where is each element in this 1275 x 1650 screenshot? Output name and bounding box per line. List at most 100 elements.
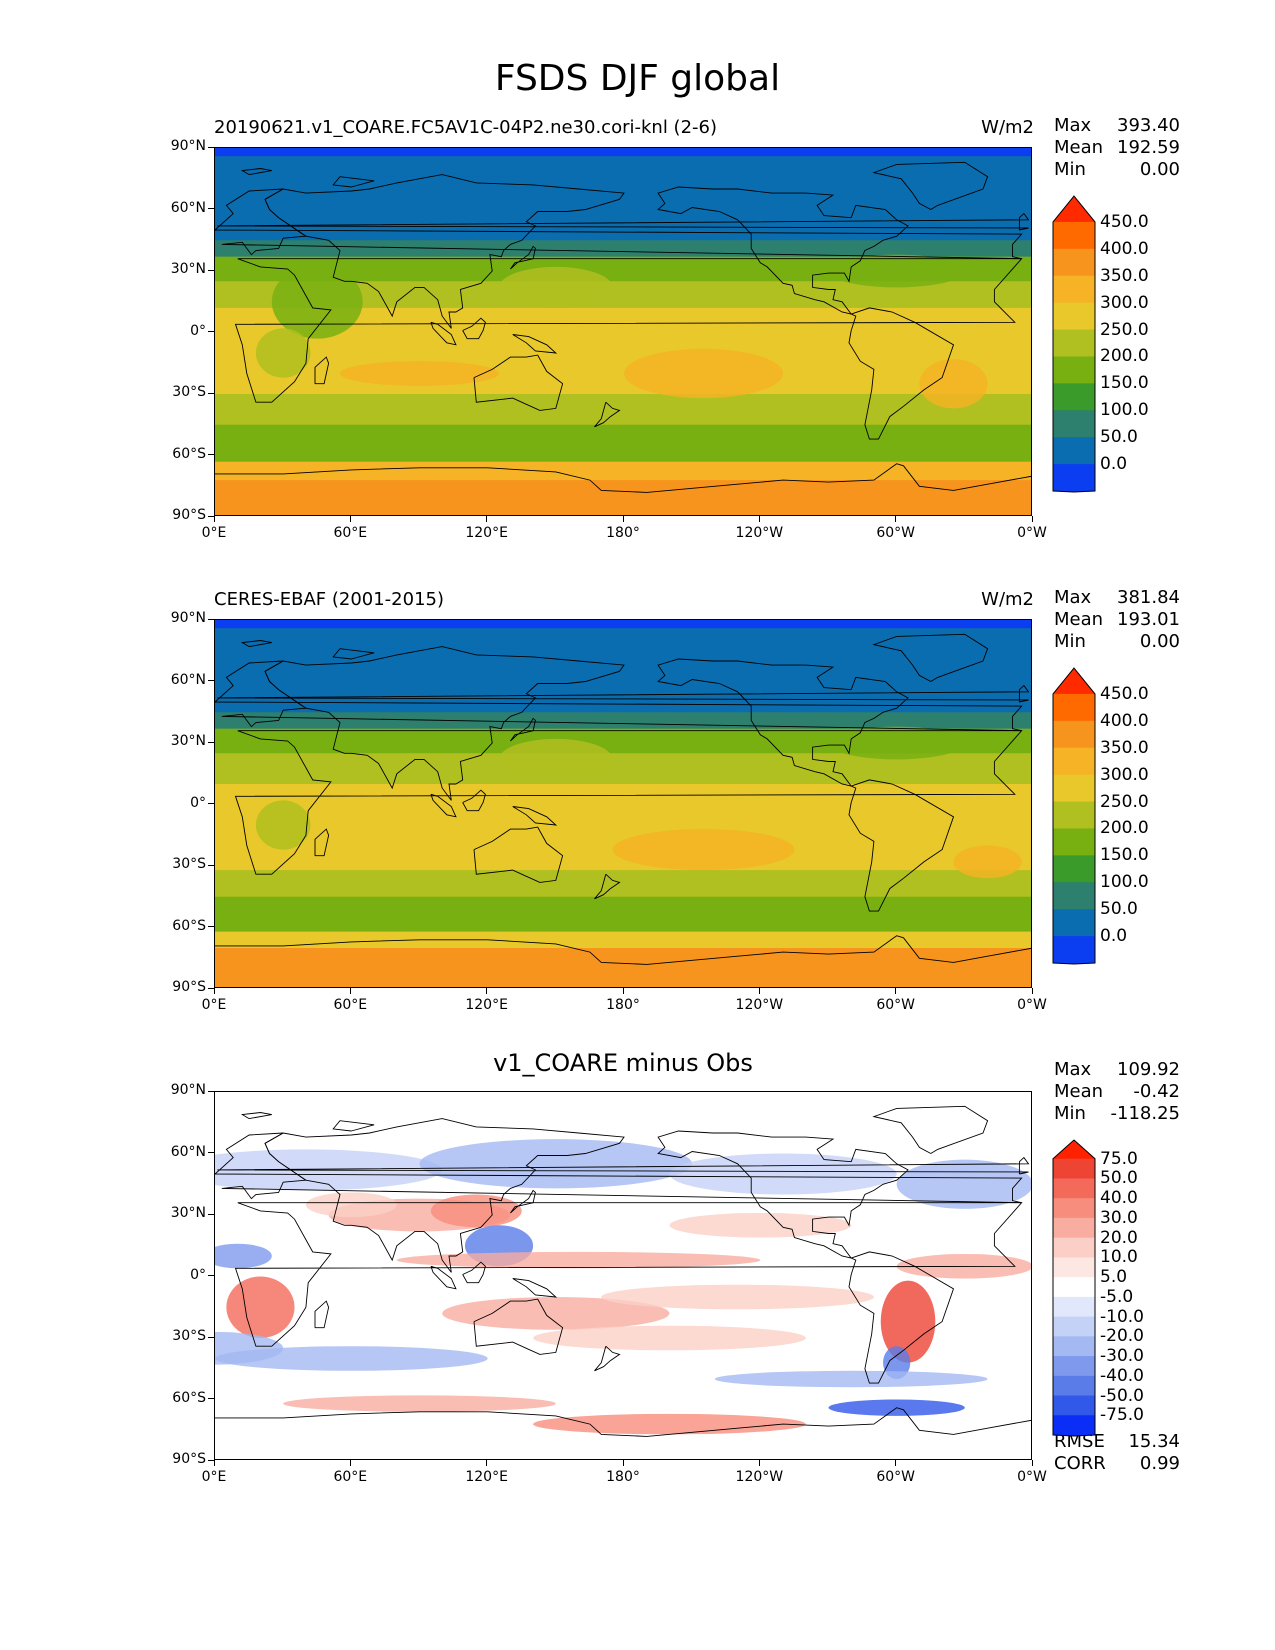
x-tick-mark — [213, 1460, 215, 1466]
y-tick-label: 30°S — [172, 856, 206, 872]
colorbar-cell — [1053, 248, 1095, 277]
coastlines — [215, 633, 1031, 965]
colorbar-cell — [1053, 828, 1095, 856]
y-tick-mark — [208, 1213, 214, 1215]
y-tick-label: 90°N — [170, 610, 206, 626]
colorbar-tick-label: 100.0 — [1100, 872, 1149, 893]
stat-value: 193.01 — [1117, 609, 1180, 630]
obs-panel: CERES-EBAF (2001-2015) W/m2 — [0, 589, 1275, 1009]
y-tick-label: 0° — [190, 1266, 206, 1283]
colorbar-cell — [1053, 1296, 1095, 1318]
x-tick-label: 0°E — [201, 525, 227, 541]
y-tick-label: 90°S — [172, 1451, 206, 1467]
x-tick-mark — [1031, 1460, 1033, 1466]
difference-contour-fill — [215, 1092, 1031, 1459]
colorbar-tick-label: -30.0 — [1100, 1346, 1144, 1367]
stat-value: -118.25 — [1110, 1103, 1180, 1124]
colorbar-tick-label: 450.0 — [1100, 683, 1149, 704]
y-tick-mark — [208, 1090, 214, 1092]
colorbar-tick-label: -75.0 — [1100, 1405, 1144, 1426]
colorbar-cell — [1053, 410, 1095, 438]
colorbar-cell — [1053, 1277, 1095, 1298]
x-tick-label: 180° — [606, 997, 640, 1013]
colorbar — [1052, 1139, 1096, 1437]
colorbar-tick-label: 400.0 — [1100, 710, 1149, 731]
colorbar-outline — [1052, 1139, 1096, 1437]
y-tick-mark — [208, 680, 214, 681]
stat-label: Max — [1054, 1059, 1092, 1080]
colorbar-cell — [1053, 302, 1095, 331]
colorbar-cell — [1053, 1415, 1095, 1436]
colorbar-tick-label: 0.0 — [1100, 454, 1128, 475]
stat-label: Min — [1054, 631, 1086, 652]
colorbar-tick-label: 50.0 — [1100, 899, 1138, 920]
x-tick-mark — [895, 516, 897, 522]
x-tick-label: 0°E — [201, 997, 227, 1013]
stat-row-mean: Mean 192.59 — [1054, 137, 1180, 159]
coastlines — [215, 1105, 1031, 1437]
y-tick-mark — [208, 987, 214, 989]
colorbar-cell — [1053, 1356, 1095, 1377]
stat-value: 0.99 — [1139, 1453, 1180, 1474]
x-tick-label: 120°W — [735, 525, 784, 541]
model-contour-fill — [215, 148, 1031, 515]
y-tick-mark — [208, 1459, 214, 1461]
stat-label: Mean — [1054, 137, 1104, 158]
colorbar-cell — [1053, 1198, 1095, 1219]
x-tick-label: 120°E — [465, 525, 508, 541]
colorbar-cell — [1053, 668, 1095, 695]
colorbar-cell — [1053, 221, 1095, 250]
y-tick-mark — [208, 926, 214, 927]
x-tick-mark — [1031, 516, 1033, 522]
x-tick-mark — [895, 1460, 897, 1466]
stat-label: Max — [1054, 115, 1092, 136]
x-tick-mark — [213, 988, 215, 994]
units-label: W/m2 — [981, 589, 1034, 610]
stat-row-mean: Mean -0.42 — [1054, 1081, 1180, 1103]
map-frame — [214, 1091, 1032, 1460]
panel-title: v1_COARE minus Obs — [493, 1049, 753, 1077]
stat-row-mean: Mean 193.01 — [1054, 609, 1180, 631]
map-frame — [214, 619, 1032, 988]
colorbar-tick-label: 250.0 — [1100, 319, 1149, 340]
colorbar — [1052, 195, 1096, 493]
y-tick-mark — [208, 1336, 214, 1338]
colorbar-tick-label: 200.0 — [1100, 346, 1149, 367]
x-tick-label: 60°E — [333, 1469, 368, 1485]
stat-value: 192.59 — [1117, 137, 1180, 158]
x-tick-label: 0°W — [1017, 997, 1047, 1013]
colorbar-tick-label: 350.0 — [1100, 265, 1149, 286]
colorbar-cell — [1053, 437, 1095, 465]
colorbar-cell — [1053, 1375, 1095, 1397]
colorbar-tick-label: 200.0 — [1100, 818, 1149, 839]
stat-row-rmse: RMSE 15.34 — [1054, 1431, 1180, 1453]
x-tick-mark — [758, 1460, 760, 1466]
x-tick-mark — [349, 516, 351, 522]
x-tick-mark — [349, 1460, 351, 1466]
y-tick-label: 30°S — [172, 1328, 206, 1344]
colorbar-tick-label: 5.0 — [1100, 1267, 1128, 1288]
y-tick-mark — [208, 618, 214, 620]
colorbar-tick-label: 50.0 — [1100, 1168, 1138, 1189]
x-tick-label: 180° — [606, 1469, 640, 1485]
x-tick-label: 120°W — [735, 1469, 784, 1485]
colorbar-tick-label: 400.0 — [1100, 238, 1149, 259]
y-tick-label: 30°N — [170, 733, 206, 749]
colorbar-tick-label: -50.0 — [1100, 1385, 1144, 1406]
y-tick-mark — [208, 146, 214, 148]
y-tick-label: 60°N — [170, 1143, 206, 1160]
colorbar-tick-label: -10.0 — [1100, 1306, 1144, 1327]
x-tick-label: 120°E — [465, 1469, 508, 1485]
stat-label: Min — [1054, 1103, 1086, 1124]
x-tick-mark — [622, 1460, 624, 1466]
colorbar-cell — [1053, 1237, 1095, 1258]
colorbar-cell — [1053, 909, 1095, 937]
stat-row-corr: CORR 0.99 — [1054, 1453, 1180, 1475]
colorbar-cell — [1053, 196, 1095, 223]
colorbar-tick-label: 20.0 — [1100, 1227, 1138, 1248]
x-tick-label: 180° — [606, 525, 640, 541]
y-tick-mark — [208, 454, 214, 455]
colorbar — [1052, 667, 1096, 965]
coastlines — [215, 161, 1031, 493]
colorbar-cell — [1053, 383, 1095, 411]
